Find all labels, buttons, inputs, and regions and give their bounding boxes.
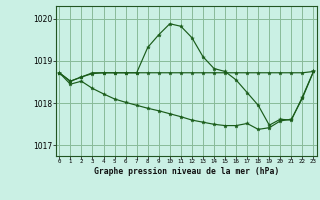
X-axis label: Graphe pression niveau de la mer (hPa): Graphe pression niveau de la mer (hPa): [94, 167, 279, 176]
